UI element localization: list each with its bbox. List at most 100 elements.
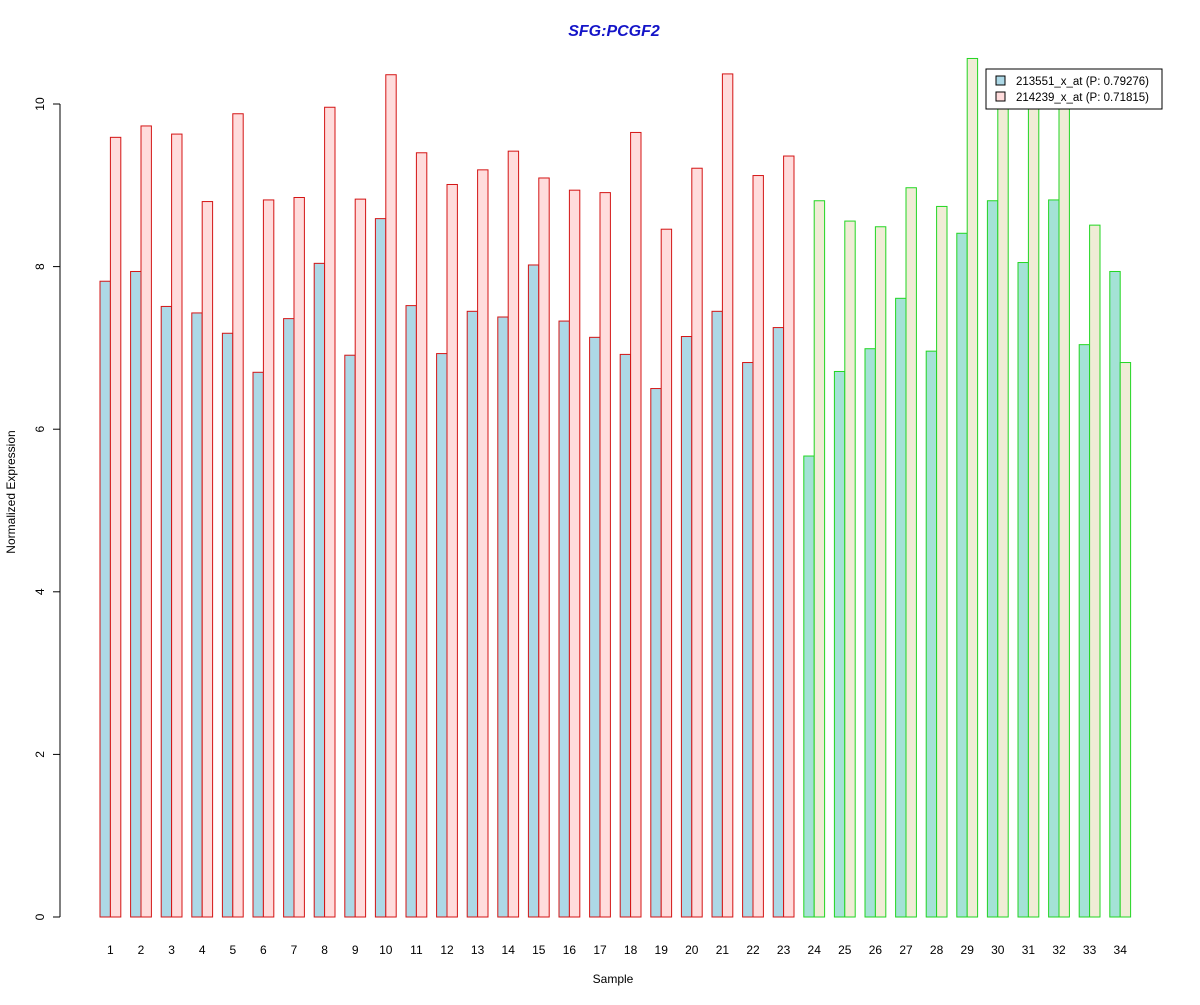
x-tick-label: 12 [440,943,454,957]
x-tick-label: 2 [138,943,145,957]
bar-series-1-sample-4 [191,312,203,918]
bar-series-1-sample-34 [1109,270,1121,918]
bar-series-1-sample-27 [895,297,907,918]
x-tick-label: 7 [291,943,298,957]
bars-layer [99,57,1132,918]
bar-series-2-sample-31 [1027,103,1040,918]
x-tick-label: 27 [899,943,913,957]
bar-series-2-sample-10 [385,74,397,918]
bar-series-2-sample-8 [324,106,336,918]
legend-label-series-2: 214239_x_at (P: 0.71815) [1016,92,1149,104]
x-tick-label: 30 [991,943,1005,957]
bar-series-1-sample-6 [252,371,264,918]
x-tick-label: 8 [321,943,328,957]
y-tick-label: 4 [33,588,47,595]
bar-series-2-sample-30 [997,103,1009,918]
x-tick-label: 29 [961,943,975,957]
bar-series-1-sample-1 [99,280,111,918]
bar-series-1-sample-21 [711,310,723,918]
bar-series-1-sample-19 [650,388,662,918]
y-tick-label: 2 [33,751,47,758]
bar-series-1-sample-29 [956,232,968,918]
y-tick-label: 10 [33,97,47,111]
bar-series-2-sample-27 [905,187,917,918]
bar-series-1-sample-22 [742,362,754,918]
bar-series-2-sample-5 [232,113,244,918]
x-tick-label: 4 [199,943,206,957]
bar-series-1-sample-20 [680,336,693,918]
x-tick-label: 21 [716,943,730,957]
bar-series-1-sample-3 [160,305,173,918]
bar-series-1-sample-23 [772,327,785,918]
x-tick-label: 13 [471,943,485,957]
bar-series-2-sample-32 [1058,103,1070,918]
y-axis-label: Normalized Expression [4,430,18,553]
bar-series-2-sample-22 [752,175,764,918]
bar-series-2-sample-23 [783,155,795,918]
bar-series-2-sample-14 [507,150,520,918]
x-tick-label: 3 [168,943,175,957]
y-tick-label: 8 [33,263,47,270]
bar-series-2-sample-1 [109,136,122,918]
bar-series-2-sample-13 [477,169,489,918]
bar-series-2-sample-20 [691,167,703,918]
bar-series-2-sample-6 [262,199,275,918]
x-tick-label: 11 [410,943,423,957]
x-tick-label: 15 [532,943,546,957]
x-tick-label: 16 [563,943,577,957]
bar-series-1-sample-24 [803,455,815,918]
x-tick-label: 14 [502,943,516,957]
x-tick-label: 26 [869,943,883,957]
bar-series-2-sample-33 [1089,224,1101,918]
x-axis-tick-labels: 1 2 3 4 5 6 7 8 9 10 11 12 13 14 15 16 17 18 19 20 21 22 23 24 2… [107,943,1127,957]
bar-series-1-sample-26 [864,348,876,918]
bar-series-1-sample-7 [283,318,295,918]
legend-box [985,68,1163,110]
x-tick-label: 20 [685,943,699,957]
legend-swatch-series-2 [995,91,1006,102]
bar-series-1-sample-11 [405,305,417,918]
bar-series-2-sample-16 [568,189,581,918]
bar-series-2-sample-28 [936,205,948,918]
bar-series-2-sample-3 [171,133,183,918]
bar-series-1-sample-28 [925,350,938,918]
bar-series-2-sample-11 [415,152,428,918]
legend: 213551_x_at (P: 0.79276) 214239_x_at (P:… [985,68,1163,110]
bar-series-2-sample-2 [140,125,152,918]
bar-series-2-sample-7 [293,196,305,918]
x-tick-label: 28 [930,943,944,957]
x-tick-label: 25 [838,943,852,957]
x-tick-label: 9 [352,943,359,957]
legend-label-series-1: 213551_x_at (P: 0.79276) [1016,76,1149,88]
bar-series-1-sample-16 [558,320,570,918]
x-tick-label: 24 [808,943,822,957]
x-tick-label: 18 [624,943,638,957]
bar-series-2-sample-4 [201,201,214,918]
y-tick-label: 6 [33,426,47,433]
x-tick-label: 17 [593,943,607,957]
y-tick-label: 0 [33,913,47,920]
bar-series-2-sample-17 [599,192,611,918]
bar-series-1-sample-2 [130,270,142,918]
chart-title: SFG:PCGF2 [568,23,660,40]
x-tick-label: 32 [1052,943,1066,957]
x-tick-label: 6 [260,943,267,957]
bar-series-1-sample-8 [313,262,326,918]
bar-series-2-sample-26 [874,226,887,918]
x-tick-label: 5 [229,943,236,957]
bar-series-1-sample-18 [619,353,632,918]
bar-series-1-sample-14 [497,316,509,918]
bar-series-1-sample-32 [1048,199,1060,918]
x-axis-label: Sample [593,972,634,986]
bar-series-2-sample-9 [354,198,367,918]
bar-series-1-sample-9 [344,354,356,918]
bar-series-1-sample-31 [1017,262,1029,918]
x-tick-label: 10 [379,943,393,957]
bar-series-2-sample-25 [844,220,856,918]
x-tick-label: 22 [746,943,760,957]
bar-series-2-sample-34 [1119,362,1132,918]
bar-series-2-sample-24 [813,200,826,918]
bar-series-1-sample-10 [374,218,387,918]
